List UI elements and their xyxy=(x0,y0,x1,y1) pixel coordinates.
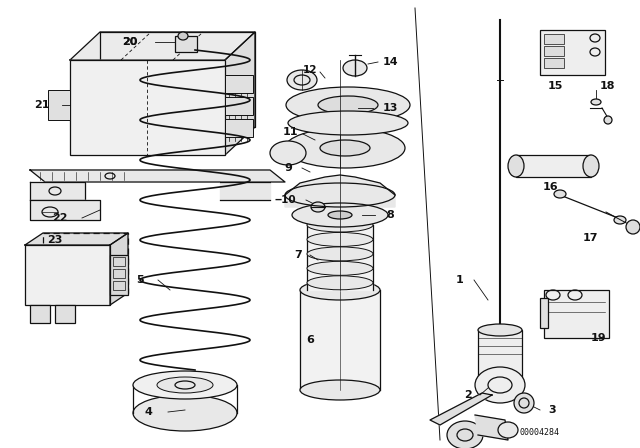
Ellipse shape xyxy=(478,324,522,336)
Bar xyxy=(516,155,591,177)
Bar xyxy=(55,305,75,323)
Bar xyxy=(225,75,253,93)
Text: 5: 5 xyxy=(136,275,144,285)
Text: 11: 11 xyxy=(282,127,298,137)
Ellipse shape xyxy=(292,203,388,227)
Text: 16: 16 xyxy=(542,182,558,192)
Ellipse shape xyxy=(514,393,534,413)
Text: 13: 13 xyxy=(382,103,397,113)
Polygon shape xyxy=(225,32,255,155)
Bar xyxy=(544,34,564,44)
Polygon shape xyxy=(307,225,373,290)
Ellipse shape xyxy=(307,261,373,276)
Polygon shape xyxy=(43,233,128,293)
Text: 22: 22 xyxy=(52,213,68,223)
Ellipse shape xyxy=(554,190,566,198)
Ellipse shape xyxy=(285,128,405,168)
Polygon shape xyxy=(30,170,285,182)
Ellipse shape xyxy=(591,99,601,105)
Bar xyxy=(113,281,125,290)
Bar xyxy=(540,298,548,328)
Text: 18: 18 xyxy=(599,81,615,91)
Polygon shape xyxy=(285,175,395,207)
Ellipse shape xyxy=(478,374,522,386)
Polygon shape xyxy=(110,233,128,305)
Bar xyxy=(110,255,128,295)
Text: 23: 23 xyxy=(47,235,63,245)
Text: 00004284: 00004284 xyxy=(520,427,560,436)
Ellipse shape xyxy=(300,280,380,300)
Bar xyxy=(30,305,50,323)
Ellipse shape xyxy=(626,220,640,234)
Ellipse shape xyxy=(307,247,373,261)
Bar xyxy=(25,245,110,305)
Bar xyxy=(113,269,125,278)
Bar xyxy=(225,119,253,137)
Ellipse shape xyxy=(311,202,325,212)
Bar xyxy=(540,30,605,75)
Ellipse shape xyxy=(508,155,524,177)
Ellipse shape xyxy=(178,32,188,40)
Ellipse shape xyxy=(328,211,352,219)
Ellipse shape xyxy=(614,216,626,224)
Ellipse shape xyxy=(604,116,612,124)
Polygon shape xyxy=(25,245,110,305)
Bar xyxy=(175,36,197,52)
Text: 15: 15 xyxy=(547,81,563,91)
Text: 4: 4 xyxy=(144,407,152,417)
Ellipse shape xyxy=(307,276,373,290)
Ellipse shape xyxy=(287,70,317,90)
Polygon shape xyxy=(70,32,255,60)
Polygon shape xyxy=(70,60,225,155)
Ellipse shape xyxy=(498,422,518,438)
Ellipse shape xyxy=(307,233,373,246)
Text: 17: 17 xyxy=(582,233,598,243)
Text: 3: 3 xyxy=(548,405,556,415)
Polygon shape xyxy=(430,393,492,425)
Text: 7: 7 xyxy=(294,250,302,260)
Text: 21: 21 xyxy=(35,100,50,110)
Bar xyxy=(225,97,253,115)
Text: 19: 19 xyxy=(590,333,606,343)
Text: 14: 14 xyxy=(382,57,398,67)
Ellipse shape xyxy=(475,367,525,403)
Polygon shape xyxy=(100,32,255,127)
Ellipse shape xyxy=(307,218,373,232)
Text: 20: 20 xyxy=(122,37,138,47)
Ellipse shape xyxy=(343,60,367,76)
Text: 6: 6 xyxy=(306,335,314,345)
Ellipse shape xyxy=(270,141,306,165)
Ellipse shape xyxy=(320,140,370,156)
Text: 12: 12 xyxy=(303,65,317,75)
Bar xyxy=(113,257,125,266)
Text: 20: 20 xyxy=(122,37,138,47)
Bar xyxy=(70,60,225,155)
Bar xyxy=(544,46,564,56)
Ellipse shape xyxy=(300,380,380,400)
Bar xyxy=(478,330,522,380)
Text: 9: 9 xyxy=(284,163,292,173)
Ellipse shape xyxy=(447,421,483,448)
Text: 2: 2 xyxy=(464,390,472,400)
Polygon shape xyxy=(30,200,100,220)
Ellipse shape xyxy=(157,377,213,393)
Bar xyxy=(48,90,70,120)
Polygon shape xyxy=(300,290,380,390)
Ellipse shape xyxy=(318,96,378,114)
Ellipse shape xyxy=(583,155,599,177)
Polygon shape xyxy=(220,182,270,200)
Bar xyxy=(544,58,564,68)
Ellipse shape xyxy=(133,395,237,431)
Text: 1: 1 xyxy=(456,275,464,285)
Ellipse shape xyxy=(288,111,408,135)
Polygon shape xyxy=(475,415,508,440)
Ellipse shape xyxy=(133,371,237,399)
Polygon shape xyxy=(30,182,85,200)
Bar xyxy=(544,290,609,338)
Ellipse shape xyxy=(286,87,410,123)
Polygon shape xyxy=(25,233,128,245)
Text: ‒10: ‒10 xyxy=(274,195,296,205)
Text: 8: 8 xyxy=(386,210,394,220)
